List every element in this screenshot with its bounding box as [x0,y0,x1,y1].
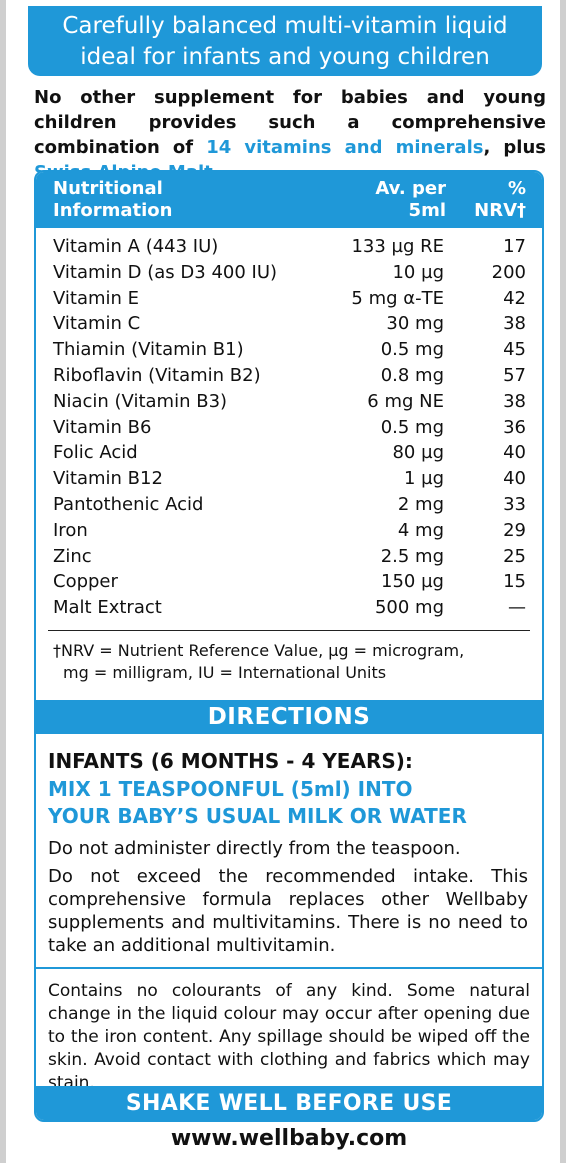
nutrient-nrv: 38 [503,390,526,412]
header-col2-line2: 5ml [408,200,446,221]
nutrient-nrv: 38 [503,313,526,335]
header-col3-line2: NRV† [474,200,526,221]
nutrient-name: Vitamin E [53,287,140,309]
header-nutritional-information: Nutritional Information [53,178,253,222]
nutrient-amount: 4 mg [397,519,444,541]
mix-instruction: MIX 1 TEASPOONFUL (5ml) INTO YOUR BABY’S… [48,776,528,830]
nutrient-name: Vitamin A (443 IU) [53,236,219,257]
nutrient-nrv: 40 [503,442,526,464]
banner-line-2: ideal for infants and young children [80,44,490,70]
table-row: Vitamin C 30 mg 38 [36,311,542,337]
nutrient-amount: 10 µg [392,261,444,283]
table-row: Copper 150 µg 15 [36,569,542,595]
nutrient-amount: 0.8 mg [380,365,444,386]
nutrient-amount: 5 mg α-TE [351,287,444,309]
nutrient-amount: 0.5 mg [380,339,444,361]
table-row: Riboflavin (Vitamin B2) 0.8 mg 57 [36,363,542,389]
nutrient-name: Zinc [53,545,92,567]
header-col3-line1: % [507,178,526,199]
intake-warning: Do not exceed the recommended intake. Th… [48,866,528,956]
nutrient-amount: 30 mg [386,313,444,335]
nutrient-name: Thiamin (Vitamin B1) [53,339,244,361]
nutrient-amount: 80 µg [392,442,444,464]
info-panel: Nutritional Information Av. per 5ml % NR… [34,170,544,1122]
nutrient-nrv: 17 [503,236,526,257]
mix-instruction-line-2: YOUR BABY’S USUAL MILK OR WATER [48,804,467,828]
table-row: Iron 4 mg 29 [36,518,542,544]
nutrient-amount: 2 mg [397,494,444,515]
nutrient-name: Vitamin B12 [53,468,163,490]
table-row: Thiamin (Vitamin B1) 0.5 mg 45 [36,337,542,363]
mix-instruction-line-1: MIX 1 TEASPOONFUL (5ml) INTO [48,777,413,801]
colourants-notice: Contains no colourants of any kind. Some… [48,981,530,1093]
top-banner: Carefully balanced multi-vitamin liquid … [28,6,542,76]
nutrient-amount: 150 µg [381,571,444,593]
nutrient-name: Malt Extract [53,597,162,619]
nutrient-name: Pantothenic Acid [53,494,204,515]
nutrient-nrv: 25 [503,545,526,567]
table-row: Vitamin E 5 mg α-TE 42 [36,286,542,312]
banner-line-1: Carefully balanced multi-vitamin liquid [62,13,508,39]
nutrient-nrv: 33 [503,494,526,515]
nutrient-amount: 2.5 mg [380,545,444,567]
teaspoon-warning: Do not administer directly from the teas… [48,838,461,859]
table-divider [48,630,530,631]
header-col2-line1: Av. per [375,178,446,199]
intro-highlight-vitamins: 14 vitamins and minerals [206,137,484,158]
nutrient-amount: 0.5 mg [380,416,444,438]
shake-well-banner: SHAKE WELL BEFORE USE [36,1086,542,1120]
nutrient-amount: 1 µg [403,468,444,490]
header-col1-line2: Information [53,200,173,221]
header-percent-nrv: % NRV† [456,178,526,222]
website-url: www.wellbaby.com [170,1126,408,1151]
table-row: Vitamin B12 1 µg 40 [36,466,542,492]
intro-text-start: No other supplement for babies and young… [34,87,546,158]
nutrient-nrv: 36 [503,416,526,438]
nutrient-name: Iron [53,519,88,541]
table-row: Vitamin A (443 IU) 133 µg RE 17 [36,234,542,260]
nutrient-nrv: 200 [491,261,526,283]
infants-age-heading: INFANTS (6 MONTHS - 4 YEARS): [48,749,413,773]
nutrient-nrv: 29 [503,519,526,541]
directions-separator [36,967,542,969]
intro-text-middle: , plus [483,137,546,158]
nutrient-name: Vitamin C [53,313,141,335]
table-row: Niacin (Vitamin B3) 6 mg NE 38 [36,389,542,415]
header-average-per-5ml: Av. per 5ml [336,178,446,222]
nutrient-nrv: 40 [503,468,526,490]
nutrient-nrv: 57 [503,365,526,386]
footnote-line-2: mg = milligram, IU = International Units [63,663,387,682]
intro-text: No other supplement for babies and young… [34,85,546,185]
table-row: Vitamin D (as D3 400 IU) 10 µg 200 [36,260,542,286]
nutrient-amount: 133 µg RE [351,236,444,257]
nutrient-name: Folic Acid [53,442,138,464]
table-header: Nutritional Information Av. per 5ml % NR… [36,172,542,228]
nutrient-amount: 6 mg NE [367,390,444,412]
table-row: Zinc 2.5 mg 25 [36,544,542,570]
nutrient-nrv: 42 [503,287,526,309]
table-row: Malt Extract 500 mg — [36,595,542,621]
directions-heading: DIRECTIONS [36,700,542,734]
table-row: Pantothenic Acid 2 mg 33 [36,492,542,518]
nutrient-name: Vitamin B6 [53,416,152,438]
nutrient-name: Riboflavin (Vitamin B2) [53,365,261,386]
nutrient-nrv: 15 [503,571,526,593]
nutrient-name: Copper [53,571,118,593]
footnote-line-1: †NRV = Nutrient Reference Value, µg = mi… [53,641,465,660]
nutrient-amount: 500 mg [374,597,444,619]
nutrient-name: Vitamin D (as D3 400 IU) [53,261,278,283]
header-col1-line1: Nutritional [53,178,163,199]
table-row: Vitamin B6 0.5 mg 36 [36,415,542,441]
table-row: Folic Acid 80 µg 40 [36,440,542,466]
nutrient-nrv: — [508,597,526,619]
nutrient-nrv: 45 [503,339,526,361]
nrv-footnote: †NRV = Nutrient Reference Value, µg = mi… [53,640,523,684]
nutrient-name: Niacin (Vitamin B3) [53,390,228,412]
